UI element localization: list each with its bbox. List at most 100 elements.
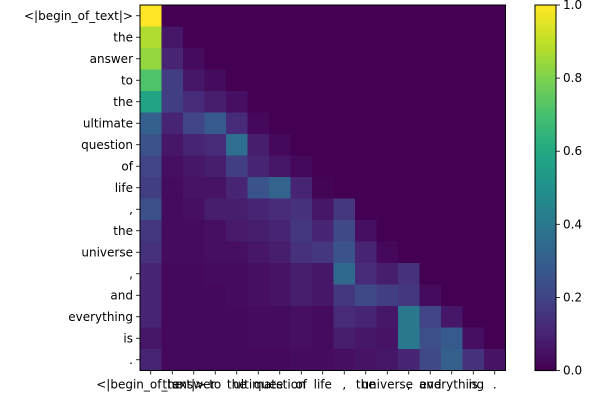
colorbar-gradient-step [535, 169, 556, 174]
heatmap-cell [441, 112, 463, 135]
colorbar-tick-label: 1.0 [563, 0, 582, 12]
colorbar-gradient-step [535, 48, 556, 54]
heatmap-cell [376, 5, 399, 27]
heatmap-cell [204, 284, 227, 307]
heatmap-cell [355, 241, 377, 264]
y-tick-label: answer [90, 52, 133, 66]
colorbar-gradient-step [535, 202, 556, 207]
heatmap-cell [376, 48, 399, 70]
heatmap-cell [484, 220, 506, 242]
heatmap-cell [140, 220, 162, 242]
heatmap-cell [247, 306, 270, 328]
colorbar-gradient-step [535, 330, 556, 335]
colorbar-gradient-step [535, 326, 556, 331]
heatmap-cell [398, 198, 420, 221]
heatmap-cell [140, 349, 162, 371]
heatmap-cell [441, 241, 463, 264]
x-tick-label: of [295, 378, 307, 392]
heatmap-cell [398, 69, 420, 92]
heatmap-cell [419, 69, 442, 92]
heatmap-cell [161, 5, 184, 27]
heatmap-cell [161, 112, 184, 135]
heatmap-cell [333, 220, 356, 242]
heatmap-cell [269, 26, 291, 49]
heatmap-cell [183, 241, 205, 264]
x-tick-label: to [209, 378, 221, 392]
heatmap-cell [441, 263, 463, 285]
heatmap-cell [441, 284, 463, 307]
heatmap-cell [269, 306, 291, 328]
heatmap-cell [419, 5, 442, 27]
heatmap-cell [140, 155, 162, 178]
heatmap-cell [183, 155, 205, 178]
colorbar-gradient-step [535, 162, 556, 167]
heatmap-cell [484, 349, 506, 371]
heatmap-cell [484, 5, 506, 27]
heatmap-cell [355, 220, 377, 242]
heatmap-cell [355, 263, 377, 285]
colorbar-gradient-step [535, 78, 556, 83]
y-tick-label: . [129, 353, 133, 367]
heatmap-cell [355, 284, 377, 307]
heatmap-cell [161, 91, 184, 113]
heatmap-cell [355, 198, 377, 221]
colorbar-gradient-step [535, 45, 556, 50]
colorbar-gradient-step [535, 275, 556, 280]
heatmap-cell [226, 112, 248, 135]
y-tick-label: life [115, 181, 133, 195]
heatmap-cell [290, 284, 313, 307]
heatmap-cell [484, 284, 506, 307]
colorbar-gradient-step [535, 344, 556, 350]
heatmap-cell [376, 306, 399, 328]
colorbar-gradient-step [535, 70, 556, 76]
heatmap-cell [333, 306, 356, 328]
heatmap-cell [419, 327, 442, 350]
colorbar-gradient-step [535, 100, 556, 105]
heatmap-cell [161, 26, 184, 49]
colorbar-gradient-step [535, 213, 556, 218]
colorbar-gradient-step [535, 89, 556, 94]
heatmap-cell [247, 349, 270, 371]
heatmap-cell [333, 5, 356, 27]
heatmap-cell [355, 177, 377, 199]
y-tick-label: universe [81, 245, 133, 259]
heatmap-cell [376, 220, 399, 242]
heatmap-cell [247, 155, 270, 178]
y-axis: <|begin_of_text|>the answer to the ultimate q… [24, 9, 140, 367]
heatmap-cell [269, 155, 291, 178]
colorbar-gradient-step [535, 30, 556, 35]
heatmap-cell [376, 134, 399, 156]
heatmap-cell [333, 349, 356, 371]
colorbar-gradient-step [535, 136, 556, 141]
colorbar-gradient-step [535, 322, 556, 328]
heatmap-cell [462, 26, 485, 49]
heatmap-cell [269, 134, 291, 156]
heatmap-cell [226, 241, 248, 264]
heatmap-cell [226, 263, 248, 285]
colorbar-gradient-step [535, 154, 556, 160]
heatmap-cell [398, 349, 420, 371]
heatmap-cell [204, 48, 227, 70]
x-tick-label: universe [361, 378, 413, 392]
colorbar-gradient-step [535, 352, 556, 357]
heatmap-cell [247, 198, 270, 221]
heatmap-cell [376, 263, 399, 285]
heatmap-cell [333, 134, 356, 156]
heatmap-cell [355, 306, 377, 328]
x-tick-label: life [314, 378, 332, 392]
x-tick-label: the [162, 378, 182, 392]
heatmap-cell [312, 241, 334, 264]
colorbar-gradient-step [535, 227, 556, 233]
x-tick-label: is [468, 378, 478, 392]
colorbar-gradient-step [535, 195, 556, 200]
colorbar-tick-label: 0.4 [563, 217, 582, 231]
colorbar-gradient-step [535, 158, 556, 163]
heatmap-cell [290, 26, 313, 49]
heatmap-cell [204, 198, 227, 221]
colorbar-tick-label: 0.2 [563, 290, 582, 304]
heatmap-cell [376, 26, 399, 49]
colorbar-gradient-step [535, 198, 556, 203]
colorbar-tick-label: 0.6 [563, 144, 582, 158]
x-tick-label: question [254, 378, 306, 392]
